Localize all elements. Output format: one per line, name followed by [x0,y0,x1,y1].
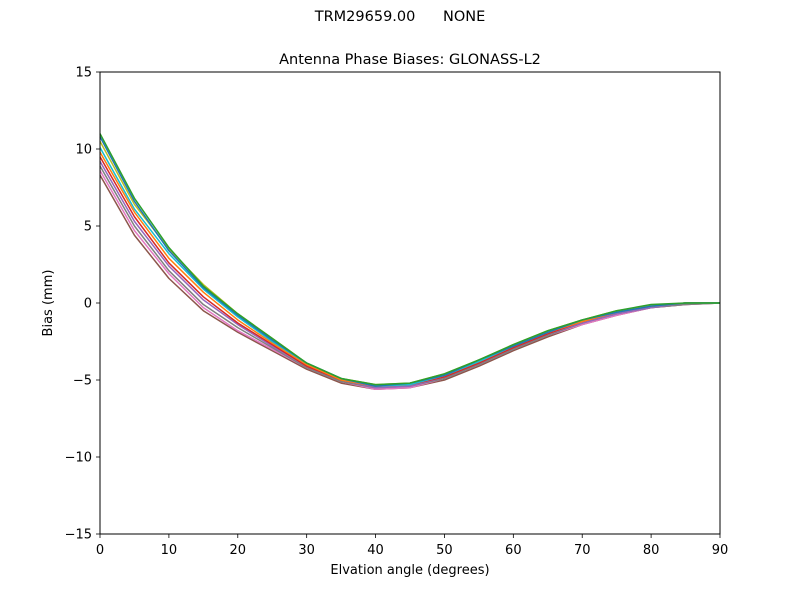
figure-suptitle: TRM29659.00 NONE [314,9,486,25]
x-tick-label: 60 [505,543,522,558]
x-tick-label: 80 [643,543,660,558]
x-tick-label: 90 [712,543,729,558]
y-tick-label: −15 [65,528,92,543]
series-line-6 [99,151,720,387]
x-tick-label: 0 [96,543,104,558]
chart-title: Antenna Phase Biases: GLONASS-L2 [279,52,541,68]
y-axis-label: Bias (mm) [41,270,56,337]
x-tick-label: 40 [367,543,384,558]
plot-frame [99,71,721,535]
series-line-8 [99,140,720,386]
x-tick-label: 10 [161,543,178,558]
x-tick-label: 50 [436,543,453,558]
series-line-5 [99,156,720,387]
y-tick-label: 15 [75,66,92,81]
series-layer [99,133,721,390]
y-tick-label: −5 [73,374,92,389]
y-tick-label: 0 [84,297,92,312]
series-line-10 [99,133,720,386]
x-axis-ticks: 0 10 20 30 40 50 60 70 80 90 [96,534,728,558]
series-line-7 [99,147,720,387]
x-axis-label: Elvation angle (degrees) [330,563,489,578]
series-line-4 [99,160,720,389]
x-tick-label: 70 [574,543,591,558]
x-tick-label: 30 [298,543,315,558]
y-tick-label: 10 [75,143,92,158]
y-tick-label: −10 [65,451,92,466]
y-axis-ticks: −15 −10 −5 0 5 10 15 [65,66,100,543]
series-line-2 [99,170,721,390]
x-tick-label: 20 [230,543,247,558]
series-line-9 [99,136,720,387]
y-tick-label: 5 [84,220,92,235]
